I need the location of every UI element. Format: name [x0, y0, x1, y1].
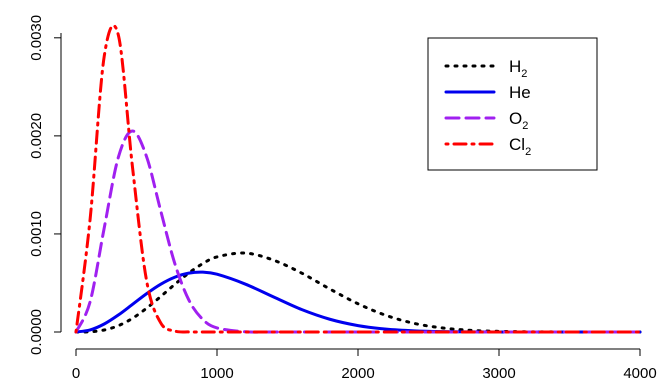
legend-label-2: O2: [509, 109, 528, 132]
legend-label-1: He: [509, 83, 531, 102]
legend-box: [427, 37, 598, 171]
legend-label-0: H2: [509, 57, 527, 80]
y-ticks: 0.0000 0.0010 0.0020 0.0030: [28, 15, 61, 355]
x-tick-label: 4000: [623, 365, 656, 382]
series-lines: [74, 24, 642, 334]
x-tick-label: 0: [72, 365, 80, 382]
legend: H2 He O2 Cl2: [427, 37, 598, 171]
axes: 0 1000 2000 3000 4000 0.00000.00100.00200.00…: [28, 15, 657, 382]
x-tick-label: 2000: [341, 365, 374, 382]
legend-items: H2 He O2 Cl2: [444, 57, 531, 158]
legend-label-3: Cl2: [509, 135, 531, 158]
x-tick-label: 3000: [482, 365, 515, 382]
series-line-3: [74, 24, 642, 334]
y-tick-label: 0.0010: [28, 211, 45, 257]
x-tick-label: 1000: [200, 365, 233, 382]
y-tick-label: 0.0000: [28, 309, 45, 355]
y-tick-label: 0.0030: [28, 15, 45, 61]
x-ticks: 0 1000 2000 3000 4000: [72, 349, 657, 382]
y-tick-label: 0.0020: [28, 113, 45, 159]
